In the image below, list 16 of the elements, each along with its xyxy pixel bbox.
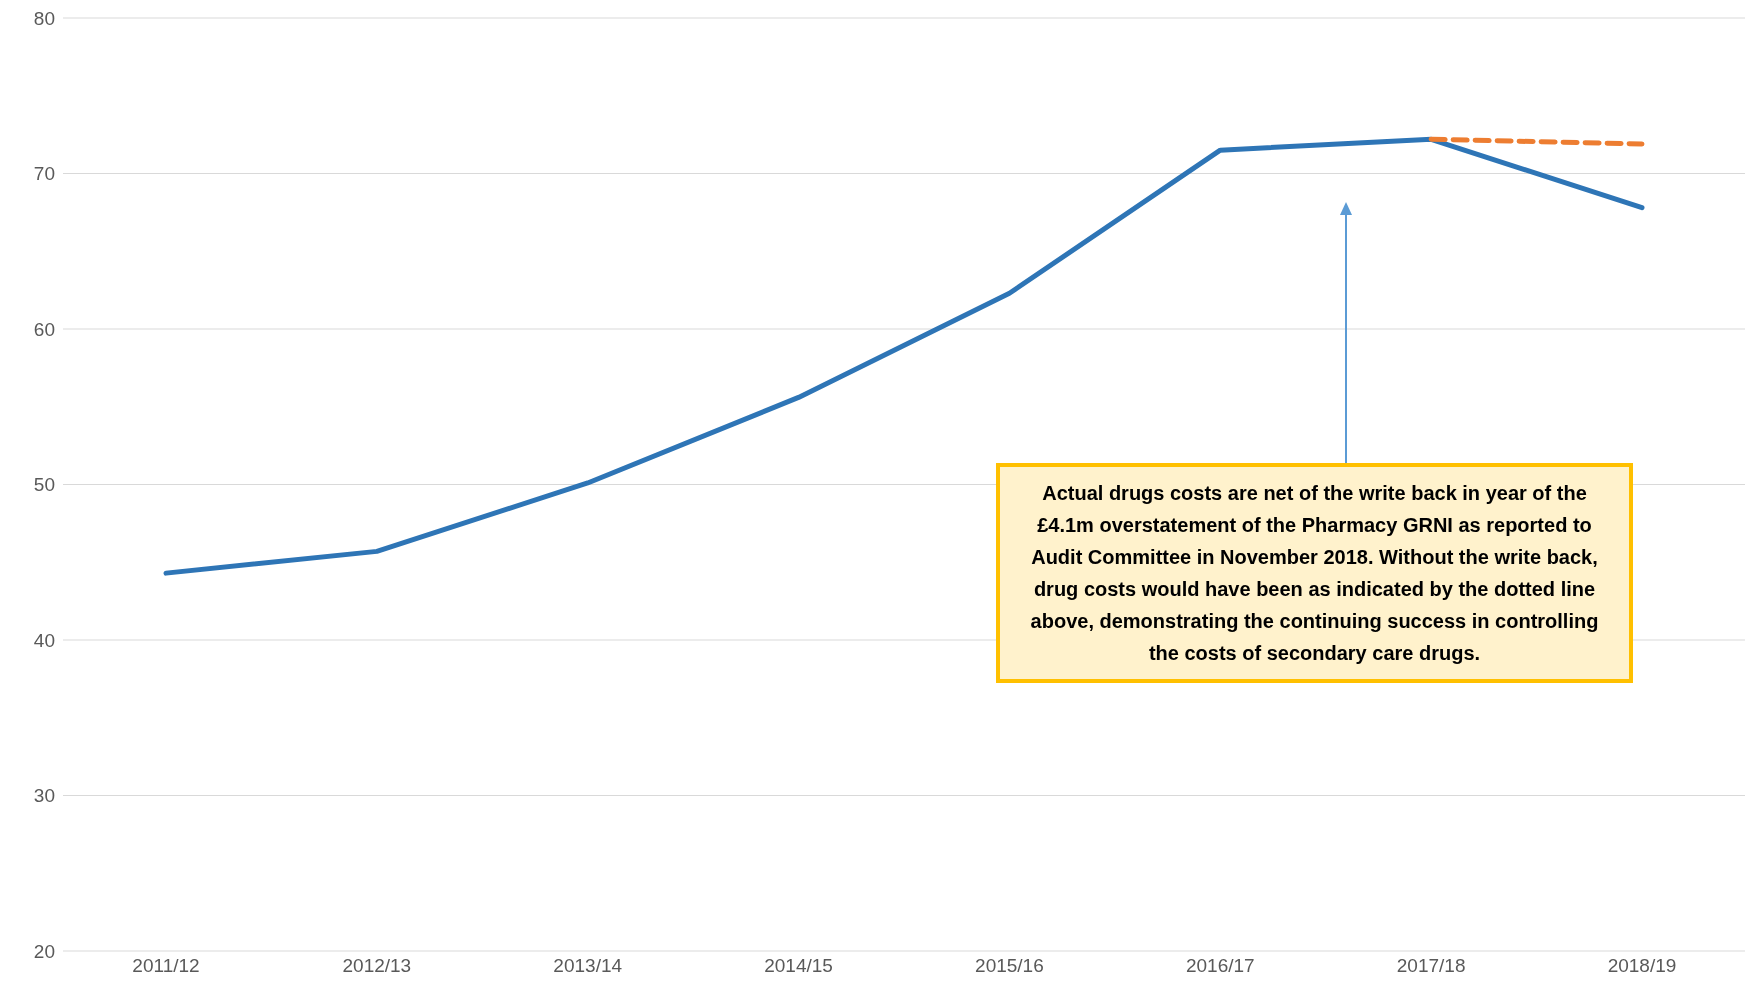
- y-tick-label: 60: [33, 318, 55, 340]
- y-tick-label: 20: [33, 940, 55, 962]
- y-tick-label: 70: [33, 163, 55, 185]
- x-tick-label: 2017/18: [1396, 955, 1466, 977]
- x-tick-label: 2013/14: [553, 955, 623, 977]
- y-tick-label: 30: [33, 785, 55, 807]
- x-tick-label: 2011/12: [132, 955, 200, 977]
- y-tick-label: 40: [33, 629, 55, 651]
- y-tick-label: 50: [33, 474, 55, 496]
- x-tick-label: 2018/19: [1607, 955, 1677, 977]
- x-tick-label: 2012/13: [342, 955, 412, 977]
- note-box: Actual drugs costs are net of the write back in year of the £4.1m overstatement of the Pharmacy GRNI as reported to Audit Committee in November 2018. Without the write back, drug costs would have been as indicated by the dotted line above, demonstrating the continuing success in controlling the costs of secondary care drugs.: [996, 463, 1633, 683]
- x-tick-label: 2016/17: [1185, 955, 1255, 977]
- y-tick-label: 80: [33, 7, 55, 29]
- x-tick-label: 2014/15: [764, 955, 833, 977]
- x-tick-label: 2015/16: [975, 955, 1044, 977]
